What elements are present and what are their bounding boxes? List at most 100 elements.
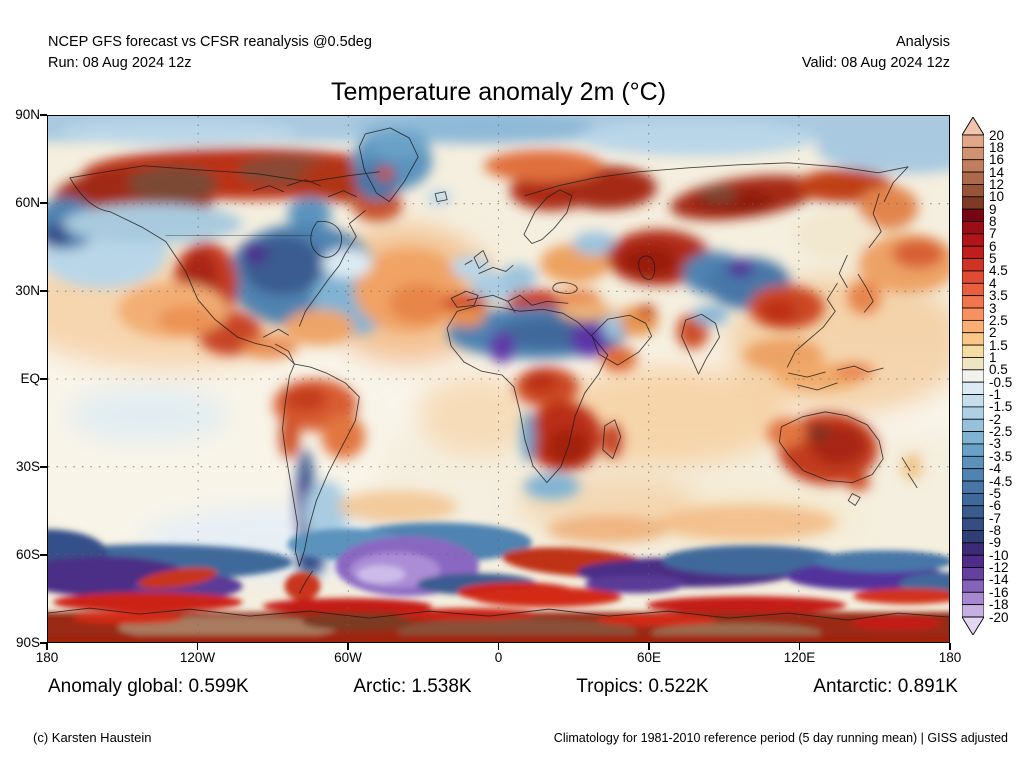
- colorbar-cell: [961, 282, 985, 297]
- colorbar-tick-label: 2: [989, 325, 997, 341]
- page-title: Temperature anomaly 2m (°C): [330, 78, 667, 106]
- lon-tick: [347, 643, 349, 650]
- colorbar-cell: [961, 319, 985, 334]
- colorbar-tick-label: -20: [989, 609, 1009, 625]
- lat-tick: [40, 114, 47, 116]
- credit: (c) Karsten Haustein: [33, 730, 152, 745]
- colorbar-cell: [961, 554, 985, 568]
- southern-bands: [48, 522, 949, 642]
- colorbar-cell: [961, 357, 985, 371]
- colorbar-tick-label: -8: [989, 522, 1002, 538]
- colorbar-tick-label: -7: [989, 510, 1002, 526]
- lat-tick: [40, 642, 47, 644]
- header-right: Analysis Valid: 08 Aug 2024 12z: [802, 32, 950, 74]
- colorbar-tick-label: 6: [989, 238, 997, 254]
- colorbar-cell: [961, 591, 985, 606]
- colorbar-cell: [961, 517, 985, 531]
- colorbar-tick-label: -9: [989, 535, 1002, 551]
- lon-label: 120W: [179, 650, 216, 665]
- colorbar-cell: [961, 455, 985, 470]
- colorbar-cell: [961, 542, 985, 556]
- colorbar-scale: [961, 116, 985, 636]
- lat-tick: [40, 466, 47, 468]
- anomaly-map: [47, 115, 950, 643]
- colorbar-cell: [961, 579, 985, 593]
- lat-label: 30S: [15, 459, 40, 474]
- colorbar-tick-label: 1.5: [989, 337, 1008, 353]
- colorbar-cell: [961, 381, 985, 395]
- colorbar-tick-label: 20: [989, 127, 1005, 143]
- colorbar-cell: [961, 184, 985, 198]
- colorbar-cell: [961, 530, 985, 544]
- lat-tick: [40, 554, 47, 556]
- colorbar-cell: [961, 270, 985, 284]
- colorbar-tick-label: 9: [989, 201, 997, 217]
- colorbar-tick-label: 14: [989, 164, 1005, 180]
- lat-label: 60S: [15, 547, 40, 562]
- coastlines: [48, 127, 949, 621]
- colorbar-cell: [961, 567, 985, 581]
- colorbar-cell: [961, 134, 985, 148]
- colorbar-tick-label: -3.5: [989, 448, 1013, 464]
- colorbar-cell: [961, 233, 985, 247]
- lon-tick: [648, 643, 650, 650]
- colorbar-tick-label: -2.5: [989, 424, 1013, 440]
- colorbar-cell: [961, 208, 985, 222]
- colorbar-cell: [961, 196, 985, 210]
- colorbar-tick-label: 10: [989, 189, 1005, 205]
- lon-label: 180: [35, 650, 59, 665]
- model-run-title: NCEP GFS forecast vs CFSR reanalysis @0.…: [48, 34, 372, 50]
- colorbar: 20 18 16 14 12 10 9 8 7 6 5 4.5 4 3.5 3 2.5 2 1.5 1 0.5 -0.5…: [961, 116, 1024, 637]
- colorbar-cell: [961, 332, 985, 346]
- colorbar-cell: [961, 369, 985, 383]
- colorbar-cell: [961, 480, 985, 494]
- lat-tick: [40, 378, 47, 380]
- colorbar-tick-label: 7: [989, 226, 997, 242]
- colorbar-under-arrow: [961, 616, 985, 636]
- colorbar-tick-label: 16: [989, 152, 1005, 168]
- colorbar-tick-label: 4: [989, 275, 997, 291]
- colorbar-tick-label: -2: [989, 411, 1002, 427]
- lon-label: 180: [938, 650, 962, 665]
- colorbar-cell: [961, 394, 985, 408]
- colorbar-tick-label: -6: [989, 498, 1002, 514]
- lon-label: 60E: [636, 650, 662, 665]
- lat-label: 30N: [15, 283, 40, 298]
- world-anomaly-raster: [48, 116, 949, 642]
- valid-time: Valid: 08 Aug 2024 12z: [801, 55, 950, 71]
- climatology-note: Climatology for 1981-2010 reference peri…: [553, 731, 1008, 745]
- summary-stats: Anomaly global: 0.599K Arctic: 1.538K Trop…: [48, 676, 958, 698]
- colorbar-cell: [961, 443, 985, 457]
- colorbar-cell: [961, 418, 985, 433]
- lat-tick: [40, 290, 47, 292]
- colorbar-cell: [961, 468, 985, 482]
- lon-tick: [949, 643, 951, 650]
- colorbar-cell: [961, 258, 985, 272]
- colorbar-tick-label: -18: [989, 597, 1009, 613]
- colorbar-cell: [961, 505, 985, 519]
- colorbar-cell: [961, 171, 985, 185]
- colorbar-cell: [961, 295, 985, 309]
- colorbar-cell: [961, 146, 985, 161]
- lon-label: 120E: [783, 650, 816, 665]
- colorbar-cell: [961, 406, 985, 420]
- stat-item: Antarctic: 0.891K: [813, 676, 958, 697]
- lon-tick: [798, 643, 801, 650]
- stat-item: Tropics: 0.522K: [576, 676, 709, 697]
- graticule: [48, 116, 949, 642]
- lon-tick: [196, 643, 199, 650]
- colorbar-cell: [961, 344, 985, 358]
- colorbar-cell: [961, 159, 985, 173]
- colorbar-tick-label: -4.5: [989, 473, 1013, 489]
- colorbar-tick-label: -4: [989, 461, 1002, 477]
- analysis-label: Analysis: [896, 34, 950, 50]
- lon-tick: [46, 643, 48, 650]
- run-time: Run: 08 Aug 2024 12z: [48, 55, 192, 71]
- lon-label: 60W: [334, 650, 362, 665]
- stat-item: Anomaly global: 0.599K: [48, 676, 249, 697]
- colorbar-cell: [961, 307, 985, 321]
- colorbar-cell: [961, 221, 985, 235]
- colorbar-tick-label: 4.5: [989, 263, 1008, 279]
- colorbar-tick-label: -3: [989, 436, 1002, 452]
